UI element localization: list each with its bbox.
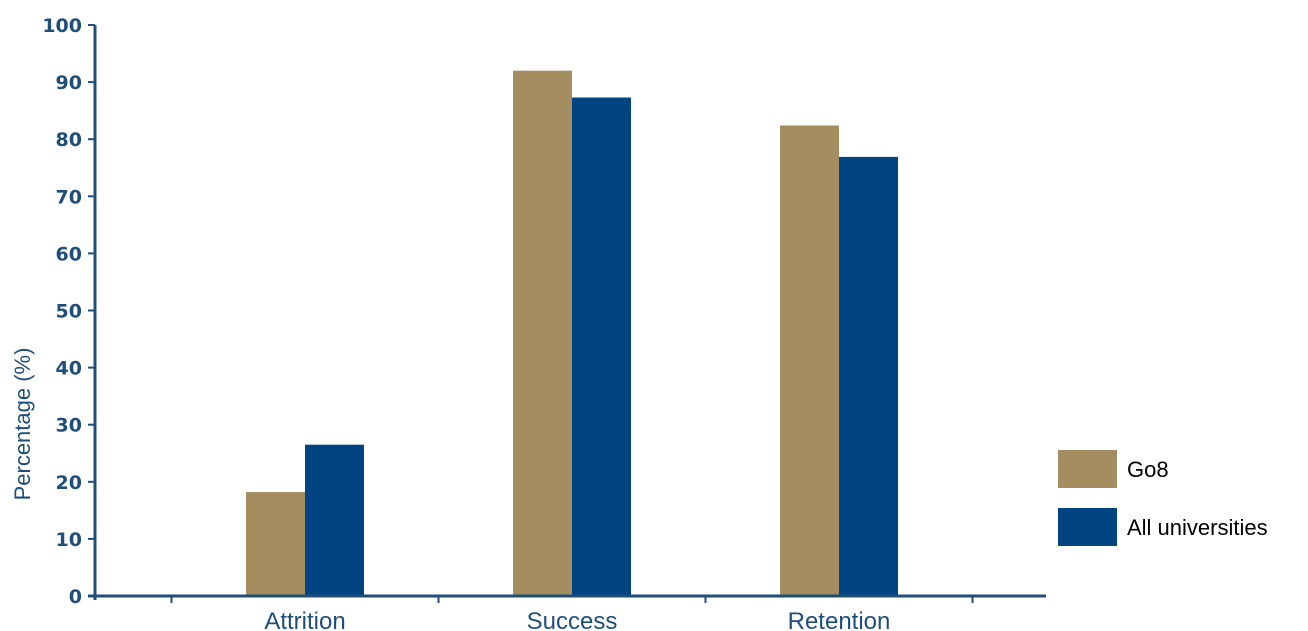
y-tick-label: 0 xyxy=(69,586,82,608)
y-axis: 0 10 20 30 40 50 60 70 80 90 100 xyxy=(42,15,97,608)
bar-all-universities-success xyxy=(572,97,631,596)
legend-swatch xyxy=(1058,508,1117,546)
legend-label: Go8 xyxy=(1127,457,1169,482)
y-tick-label: 20 xyxy=(56,472,82,494)
x-axis: Attrition Success Retention xyxy=(88,594,1046,631)
bar-all-universities-retention xyxy=(839,156,898,596)
y-tick-label: 70 xyxy=(56,186,82,208)
y-tick-label: 50 xyxy=(56,301,82,323)
y-tick-label: 90 xyxy=(56,72,82,94)
x-tick-label: Attrition xyxy=(264,608,345,631)
bar-go8-attrition xyxy=(246,492,305,596)
x-tick-label: Success xyxy=(527,608,618,631)
x-tick-label: Retention xyxy=(788,608,891,631)
bar-all-universities-attrition xyxy=(305,444,364,596)
y-tick-label: 80 xyxy=(56,129,82,151)
y-tick-label: 40 xyxy=(56,358,82,380)
y-tick-label: 10 xyxy=(56,529,82,551)
y-tick-label: 100 xyxy=(42,15,82,37)
legend: Go8 All universities xyxy=(1058,450,1268,546)
y-tick-label: 30 xyxy=(56,415,82,437)
y-axis-label: Percentage (%) xyxy=(10,348,35,501)
bar-go8-success xyxy=(513,70,572,597)
legend-label: All universities xyxy=(1127,515,1268,540)
y-tick-label: 60 xyxy=(56,243,82,265)
bar-go8-retention xyxy=(780,125,839,596)
bars xyxy=(246,70,898,597)
legend-swatch xyxy=(1058,450,1117,488)
